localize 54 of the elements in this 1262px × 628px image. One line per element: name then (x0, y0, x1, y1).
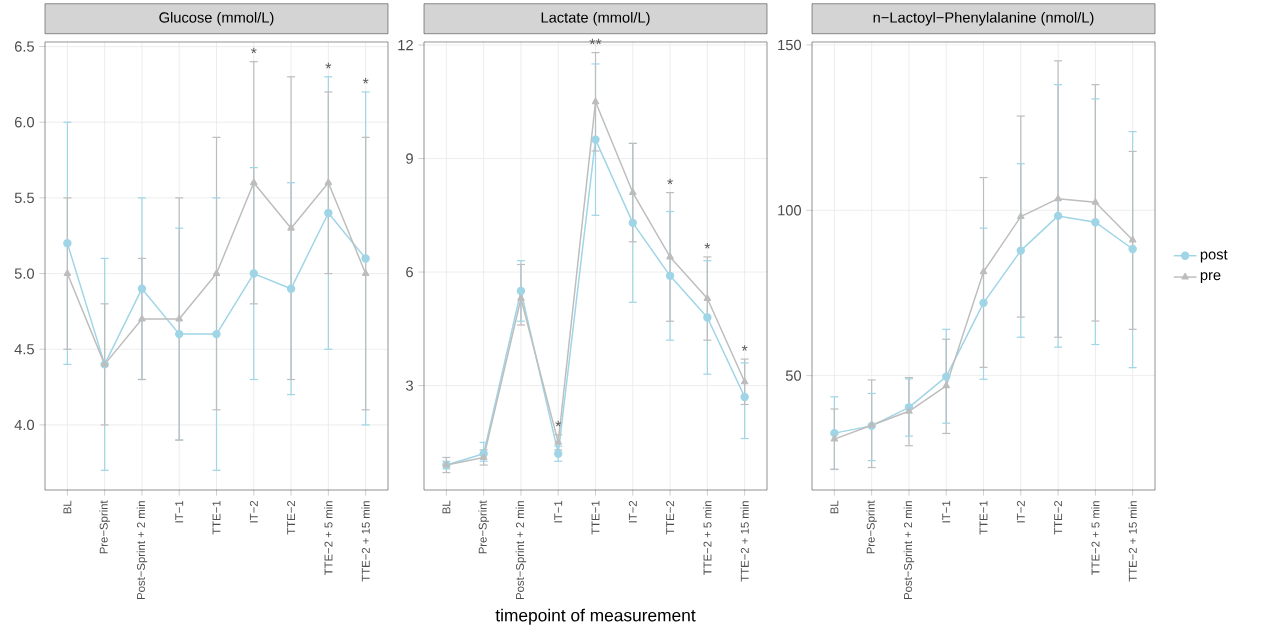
x-tick-label: Pre−Sprint (866, 500, 877, 554)
annotation: * (325, 62, 332, 69)
annotation: * (250, 47, 257, 54)
chart-title: n−Lactoyl−Phenylalanine (nmol/L) (873, 11, 1094, 26)
x-tick-label: TTE−1 (212, 500, 221, 535)
y-tick-label: 4.5 (14, 344, 34, 355)
y-tick-label: 12 (398, 39, 413, 51)
x-tick-label: IT−1 (175, 500, 184, 523)
x-tick-label: Post−Sprint + 2 min (903, 501, 915, 600)
y-tick-label: 150 (778, 39, 802, 51)
legend-label: post (1200, 249, 1228, 263)
x-tick-label: BL (442, 500, 451, 514)
annotation: * (362, 78, 369, 84)
x-tick-label: BL (830, 500, 839, 514)
x-tick-label: IT−1 (942, 500, 951, 523)
x-tick-label: Pre−Sprint (478, 500, 489, 554)
y-tick-label: 6 (406, 266, 413, 278)
x-tick-label: TTE−2 + 15 min (740, 501, 749, 582)
y-tick-label: 5.5 (14, 192, 34, 204)
annotation: * (555, 420, 562, 427)
x-tick-label: TTE−2 + 5 min (324, 501, 333, 576)
y-tick-label: 50 (785, 370, 802, 381)
annotation: ** (589, 38, 602, 45)
x-tick-label: TTE−2 + 15 min (361, 501, 370, 582)
x-tick-label: TTE−2 (287, 500, 296, 535)
x-tick-label: TTE−2 + 15 min (1128, 501, 1137, 582)
x-tick-label: TTE−2 (1054, 500, 1063, 535)
y-tick-label: 6.5 (14, 41, 34, 52)
x-tick-label: IT−2 (628, 500, 637, 523)
x-tick-label: BL (63, 500, 72, 514)
y-tick-label: 9 (406, 153, 413, 164)
x-tick-label: TTE−1 (591, 500, 600, 535)
x-tick-label: TTE−2 + 5 min (1091, 501, 1100, 576)
chart-title: Glucose (mmol/L) (159, 11, 274, 26)
x-tick-label: TTE−2 + 5 min (703, 501, 712, 576)
x-tick-label: IT−1 (554, 500, 563, 523)
x-tick-label: IT−2 (249, 500, 258, 523)
legend-label: pre (1200, 272, 1221, 284)
y-tick-label: 5.0 (14, 268, 35, 279)
x-tick-label: Pre−Sprint (99, 500, 110, 554)
y-tick-label: 3 (406, 380, 413, 391)
y-tick-label: 6.0 (14, 117, 35, 128)
x-axis-title: timepoint of measurement (495, 608, 696, 625)
annotation: * (667, 178, 673, 185)
x-tick-label: IT−2 (1016, 500, 1025, 523)
x-tick-label: TTE−1 (979, 500, 988, 535)
annotation: * (741, 345, 748, 351)
y-tick-label: 100 (778, 205, 802, 216)
x-tick-label: Post−Sprint + 2 min (515, 501, 527, 600)
x-tick-label: Post−Sprint + 2 min (136, 501, 148, 600)
x-tick-label: TTE−2 (666, 500, 675, 535)
chart-title: Lactate (mmol/L) (541, 11, 650, 26)
y-tick-label: 4.0 (14, 419, 35, 431)
annotation: * (704, 242, 711, 249)
